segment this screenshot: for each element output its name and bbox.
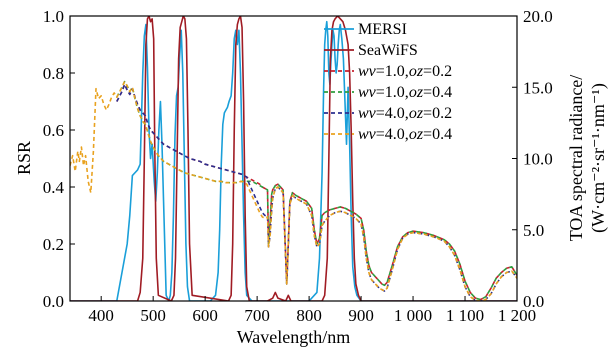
x-tick-label: 700 bbox=[244, 306, 270, 325]
legend: MERSISeaWiFSwv=1.0,oz=0.2wv=1.0,oz=0.4wv… bbox=[324, 21, 452, 143]
legend-label-part: =0.4 bbox=[423, 84, 452, 101]
legend-label-part: wv bbox=[358, 126, 377, 143]
legend-label-part: =4.0, bbox=[376, 105, 409, 122]
y-left-tick-label: 1.0 bbox=[43, 7, 64, 26]
x-tick-label: 600 bbox=[192, 306, 218, 325]
y-right-tick-label: 20.0 bbox=[523, 7, 553, 26]
legend-label-part: =1.0, bbox=[376, 84, 409, 101]
x-tick-label: 400 bbox=[88, 306, 114, 325]
plot-frame bbox=[69, 15, 518, 302]
y-left-tick-label: 0.8 bbox=[43, 64, 64, 83]
y-left-tick-label: 0.2 bbox=[43, 235, 64, 254]
x-tick-label: 500 bbox=[140, 306, 166, 325]
legend-label-part: wv bbox=[358, 105, 377, 122]
series-line-5 bbox=[70, 80, 517, 301]
y-right-tick-label: 15.0 bbox=[523, 78, 553, 97]
legend-label-part: =0.4 bbox=[423, 126, 452, 143]
legend-label-0: MERSI bbox=[358, 21, 407, 38]
legend-label-5: wv=4.0,oz=0.4 bbox=[358, 126, 452, 143]
legend-label-part: wv bbox=[358, 63, 377, 80]
legend-label-part: wv bbox=[358, 84, 377, 101]
x-tick-label: 1 100 bbox=[446, 306, 484, 325]
x-tick-label: 1 200 bbox=[498, 306, 536, 325]
legend-label-part: =4.0, bbox=[376, 126, 409, 143]
x-tick-label: 900 bbox=[348, 306, 374, 325]
y-left-axis-label: RSR bbox=[14, 141, 34, 175]
y-right-tick-label: 10.0 bbox=[523, 150, 553, 169]
y-left-tick-label: 0.0 bbox=[43, 292, 64, 311]
legend-label-part: =0.2 bbox=[423, 105, 452, 122]
series-line-0 bbox=[70, 20, 517, 301]
y-right-axis-unit: (W·cm⁻²·sr⁻¹·nm⁻¹) bbox=[588, 83, 609, 233]
y-right-tick-label: 5.0 bbox=[523, 221, 544, 240]
y-left-tick-label: 0.6 bbox=[43, 121, 64, 140]
legend-label-2: wv=1.0,oz=0.2 bbox=[358, 63, 452, 80]
y-right-axis-label: TOA spectral radiance/ bbox=[566, 75, 586, 242]
legend-label-part: oz bbox=[409, 105, 424, 122]
y-right-tick-label: 0.0 bbox=[523, 292, 544, 311]
legend-label-part: oz bbox=[409, 63, 424, 80]
legend-label-4: wv=4.0,oz=0.2 bbox=[358, 105, 452, 122]
x-axis-label: Wavelength/nm bbox=[237, 327, 351, 347]
legend-label-3: wv=1.0,oz=0.4 bbox=[358, 84, 452, 101]
series-line-1 bbox=[70, 16, 517, 301]
x-tick-label: 800 bbox=[296, 306, 322, 325]
legend-label-part: oz bbox=[409, 126, 424, 143]
y-left-tick-label: 0.4 bbox=[43, 178, 65, 197]
legend-label-part: oz bbox=[409, 84, 424, 101]
series-line-4 bbox=[116, 83, 517, 301]
x-tick-label: 1 000 bbox=[394, 306, 432, 325]
legend-label-1: SeaWiFS bbox=[358, 42, 418, 59]
legend-label-part: =1.0, bbox=[376, 63, 409, 80]
legend-label-part: =0.2 bbox=[423, 63, 452, 80]
